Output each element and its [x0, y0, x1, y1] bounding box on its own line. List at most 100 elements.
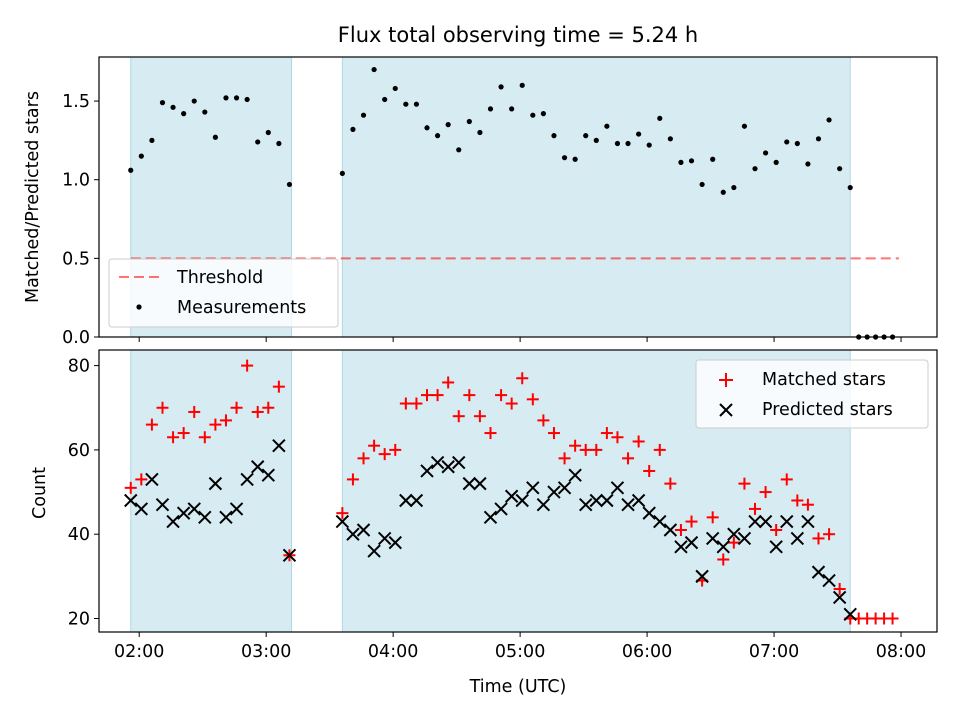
predicted-star-point — [187, 502, 201, 516]
predicted-star-point — [843, 607, 857, 622]
predicted-star-point — [579, 497, 593, 512]
predicted-star-point — [388, 535, 402, 550]
y-tick-label: 60 — [68, 441, 90, 461]
y-tick-label: 80 — [68, 357, 90, 377]
predicted-star-diag2 — [494, 502, 508, 516]
predicted-star-diag2 — [663, 523, 678, 537]
measurement-point — [551, 133, 557, 139]
predicted-star-diag2 — [208, 476, 223, 491]
predicted-star-diag2 — [621, 497, 635, 512]
predicted-star-point — [145, 472, 159, 487]
matched-star-point — [198, 431, 211, 444]
predicted-star-diag2 — [822, 573, 836, 588]
matched-star-point — [579, 443, 592, 456]
predicted-star-point — [811, 565, 826, 579]
x-tick-label: 07:00 — [749, 642, 799, 662]
predicted-star-point — [452, 455, 466, 470]
matched-star-point — [124, 481, 137, 494]
predicted-star-point — [166, 514, 180, 529]
predicted-star-point — [748, 514, 762, 529]
matched-star-point — [209, 418, 222, 431]
measurement-point — [191, 98, 197, 104]
predicted-star-point — [600, 493, 614, 508]
measurement-point — [752, 166, 758, 172]
measurement-point — [667, 136, 673, 142]
predicted-star-diag2 — [399, 493, 413, 508]
predicted-star-diag2 — [811, 565, 826, 579]
predicted-star-point — [737, 531, 752, 546]
predicted-star-diag2 — [356, 523, 371, 537]
y-tick-label: 0.5 — [62, 249, 90, 269]
predicted-star-point — [790, 531, 805, 546]
matched-star-point — [706, 511, 719, 524]
measurement-point — [688, 158, 695, 164]
predicted-star-point — [420, 464, 434, 478]
predicted-star-point — [473, 476, 487, 491]
y-tick-label: 20 — [68, 610, 90, 630]
predicted-star-diag2 — [705, 531, 720, 546]
predicted-star-point — [441, 460, 455, 474]
matched-star-point — [272, 380, 285, 393]
matched-star-point — [886, 612, 899, 625]
predicted-star-diag2 — [557, 481, 572, 495]
x-axis-label: Time (UTC) — [469, 677, 567, 697]
matched-star-point — [188, 405, 201, 418]
predicted-star-point — [695, 569, 709, 584]
predicted-star-point — [642, 506, 656, 520]
predicted-star-point — [377, 531, 392, 546]
measurement-point — [371, 66, 377, 73]
predicted-star-diag2 — [568, 468, 582, 482]
measurement-point — [509, 106, 515, 112]
measurement-point — [741, 123, 748, 129]
measurement-point — [710, 156, 716, 162]
measurement-point — [255, 139, 261, 145]
predicted-star-point — [716, 540, 730, 554]
predicted-star-point — [261, 468, 276, 482]
predicted-star-diag2 — [229, 502, 244, 516]
predicted-star-diag2 — [695, 569, 709, 584]
legend-matched-label: Matched stars — [762, 370, 886, 390]
matched-star-point — [653, 443, 666, 456]
predicted-star-point — [219, 510, 233, 525]
predicted-star-diag2 — [832, 590, 847, 605]
predicted-star-point — [367, 544, 381, 558]
predicted-star-point — [801, 514, 815, 529]
legend-predicted-swatch — [719, 403, 733, 417]
matched-star-point — [685, 515, 698, 528]
matched-star-point — [812, 532, 825, 545]
matched-star-point — [505, 397, 518, 410]
predicted-star-diag2 — [145, 472, 159, 487]
predicted-star-point — [356, 523, 371, 537]
x-tick-label: 06:00 — [622, 642, 672, 662]
measurement-point — [128, 167, 134, 173]
measurement-point — [233, 95, 240, 101]
predicted-star-point — [282, 548, 297, 562]
predicted-star-point — [346, 527, 360, 541]
predicted-star-diag2 — [684, 535, 699, 550]
measurement-point — [498, 84, 504, 90]
predicted-star-diag2 — [748, 514, 762, 529]
matched-star-point — [145, 418, 158, 431]
predicted-star-diag2 — [780, 514, 794, 529]
measurement-point — [625, 140, 631, 147]
predicted-star-point — [822, 573, 836, 588]
predicted-star-diag2 — [420, 464, 434, 478]
measurement-point — [466, 118, 472, 125]
series-measurements — [128, 66, 896, 340]
predicted-star-diag2 — [462, 476, 477, 491]
measurement-point — [202, 109, 208, 115]
predicted-star-diag2 — [579, 497, 593, 512]
predicted-star-diag2 — [388, 535, 402, 550]
predicted-star-diag2 — [790, 531, 805, 546]
predicted-star-diag2 — [642, 506, 656, 520]
matched-star-point — [632, 435, 645, 448]
matched-star-point — [262, 401, 275, 414]
measurement-point — [657, 115, 663, 121]
matched-star-point — [780, 473, 793, 486]
measurement-point — [360, 112, 367, 118]
matched-star-point — [759, 486, 772, 499]
y-tick-label: 1.5 — [62, 92, 90, 112]
measurement-point — [477, 129, 483, 136]
matched-star-point — [421, 389, 434, 402]
predicted-star-diag2 — [187, 502, 201, 516]
